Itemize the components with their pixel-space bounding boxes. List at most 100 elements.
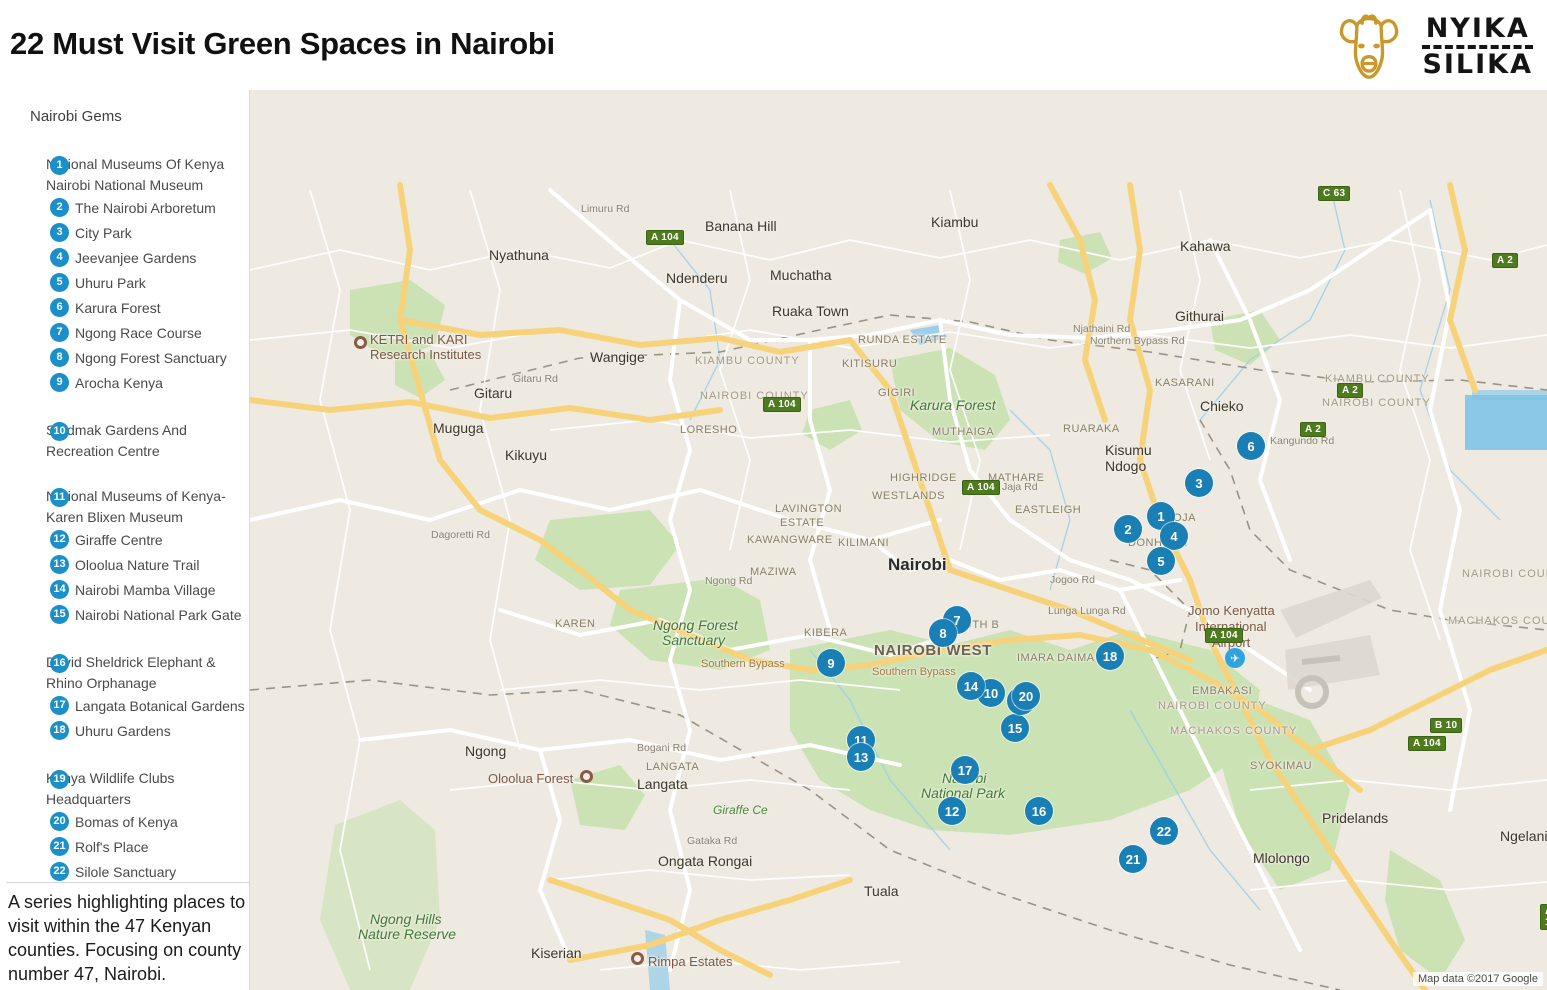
gem-item[interactable]: 14 Nairobi Mamba Village [0, 578, 250, 603]
route-shield: A 104 [1205, 628, 1243, 643]
gem-item[interactable]: 11 National Museums of Kenya-Karen Blixen… [0, 486, 250, 528]
brand-name-bottom: SILIKA [1422, 48, 1533, 80]
map-vector-layer [250, 90, 1547, 990]
route-shield: A 104 [646, 230, 684, 245]
gem-label: Ngong Race Course [75, 325, 202, 341]
gem-number-badge: 16 [50, 654, 69, 673]
map-marker[interactable]: 20 [1012, 682, 1040, 710]
gem-number-badge: 7 [50, 323, 69, 342]
gem-item[interactable]: 6 Karura Forest [0, 296, 250, 321]
map-marker[interactable]: 14 [957, 672, 985, 700]
gem-item[interactable]: 3 City Park [0, 221, 250, 246]
map-marker[interactable]: 3 [1185, 469, 1213, 497]
gem-number-badge: 22 [50, 862, 69, 881]
gem-label: Uhuru Gardens [75, 723, 171, 739]
gem-number-badge: 9 [50, 373, 69, 392]
route-shield: A 104 [1540, 904, 1547, 930]
gem-label: Karura Forest [75, 300, 161, 316]
sidebar-heading: Nairobi Gems [30, 108, 122, 125]
gem-number-badge: 4 [50, 248, 69, 267]
page-header: 22 Must Visit Green Spaces in Nairobi NY… [0, 0, 1547, 90]
gem-label: Silole Sanctuary [75, 864, 177, 880]
gem-label: Arocha Kenya [75, 375, 163, 391]
gem-item[interactable]: 22 Silole Sanctuary [0, 860, 250, 885]
gem-label: National Museums of Kenya-Karen Blixen M… [46, 488, 226, 525]
map-marker[interactable]: 21 [1119, 845, 1147, 873]
gem-label: Nairobi National Park Gate [75, 607, 242, 623]
poi-dot-ketri [354, 336, 367, 349]
gem-number-badge: 20 [50, 812, 69, 831]
map-marker[interactable]: 2 [1114, 515, 1142, 543]
route-shield: A 104 [1408, 736, 1446, 751]
gem-item[interactable]: 13 Oloolua Nature Trail [0, 553, 250, 578]
gem-item[interactable]: 21 Rolf's Place [0, 835, 250, 860]
map-marker[interactable]: 9 [817, 649, 845, 677]
sidebar-caption: A series highlighting places to visit wi… [8, 892, 246, 984]
map-marker[interactable]: 22 [1150, 817, 1178, 845]
map-marker[interactable]: 4 [1160, 522, 1188, 550]
gem-label: Rolf's Place [75, 839, 149, 855]
gem-item[interactable]: 20 Bomas of Kenya [0, 810, 250, 835]
gem-number-badge: 11 [50, 488, 69, 507]
poi-dot-rimpa [631, 952, 644, 965]
map-marker[interactable]: 13 [847, 743, 875, 771]
gem-label: Uhuru Park [75, 275, 146, 291]
brand-name-top: NYIKA [1425, 12, 1530, 44]
gem-item[interactable]: 10 Stedmak Gardens And Recreation Centre [0, 420, 250, 462]
gem-item[interactable]: 2 The Nairobi Arboretum [0, 196, 250, 221]
gem-item[interactable]: 4 Jeevanjee Gardens [0, 246, 250, 271]
page-title: 22 Must Visit Green Spaces in Nairobi [10, 26, 555, 61]
gem-number-badge: 19 [50, 770, 69, 789]
gem-number-badge: 13 [50, 555, 69, 574]
gem-label: Nairobi Mamba Village [75, 582, 216, 598]
gem-item[interactable]: 16 David Sheldrick Elephant & Rhino Orpha… [0, 652, 250, 694]
gem-item[interactable]: 18 Uhuru Gardens [0, 719, 250, 744]
gem-number-badge: 8 [50, 348, 69, 367]
map-marker[interactable]: 17 [951, 756, 979, 784]
gem-number-badge: 17 [50, 696, 69, 715]
route-shield: C 63 [1318, 186, 1351, 201]
map-marker[interactable]: 5 [1147, 547, 1175, 575]
gem-number-badge: 18 [50, 721, 69, 740]
gem-item[interactable]: 19 Kenya Wildlife Clubs Headquarters [0, 768, 250, 810]
gem-item[interactable]: 8 Ngong Forest Sanctuary [0, 346, 250, 371]
gem-item[interactable]: 15 Nairobi National Park Gate [0, 603, 250, 628]
poi-dot-oloolua [580, 770, 593, 783]
gem-label: National Museums Of Kenya Nairobi Nation… [46, 156, 225, 193]
gem-item[interactable]: 5 Uhuru Park [0, 271, 250, 296]
gem-item[interactable]: 12 Giraffe Centre [0, 528, 250, 553]
gem-number-badge: 5 [50, 273, 69, 292]
gem-number-badge: 21 [50, 837, 69, 856]
gem-number-badge: 15 [50, 605, 69, 624]
map-marker[interactable]: 18 [1096, 642, 1124, 670]
map-marker[interactable]: 6 [1237, 432, 1265, 460]
map-canvas[interactable]: Banana Hill Kiambu Nyathuna Ndenderu Muchath… [250, 90, 1547, 990]
airport-icon: ✈ [1225, 648, 1245, 668]
gem-item[interactable]: 7 Ngong Race Course [0, 321, 250, 346]
route-shield: B 10 [1430, 718, 1463, 733]
gem-item[interactable]: 9 Arocha Kenya [0, 371, 250, 396]
gem-number-badge: 14 [50, 580, 69, 599]
map-marker[interactable]: 12 [938, 797, 966, 825]
sidebar: Nairobi Gems 1 National Museums Of Kenya … [0, 90, 250, 990]
gem-label: Langata Botanical Gardens [75, 698, 245, 714]
gem-label: David Sheldrick Elephant & Rhino Orphana… [46, 654, 216, 691]
gem-list: 1 National Museums Of Kenya Nairobi Natio… [0, 130, 250, 885]
gem-item[interactable]: 17 Langata Botanical Gardens [0, 694, 250, 719]
brand-wordmark: NYIKA SILIKA [1422, 15, 1533, 78]
route-shield: A 2 [1492, 253, 1519, 268]
gem-label: Giraffe Centre [75, 532, 163, 548]
map-marker[interactable]: 16 [1025, 797, 1053, 825]
gem-item[interactable]: 1 National Museums Of Kenya Nairobi Natio… [0, 154, 250, 196]
map-marker[interactable]: 15 [1001, 714, 1029, 742]
giraffe-head-icon [1330, 11, 1408, 81]
sidebar-divider [6, 882, 250, 883]
gem-number-badge: 12 [50, 530, 69, 549]
route-shield: A 2 [1300, 422, 1327, 437]
map-marker[interactable]: 8 [929, 619, 957, 647]
gem-number-badge: 3 [50, 223, 69, 242]
gem-label: Ngong Forest Sanctuary [75, 350, 227, 366]
gem-number-badge: 1 [50, 156, 69, 175]
gem-label: The Nairobi Arboretum [75, 200, 216, 216]
brand-divider [1422, 44, 1533, 49]
